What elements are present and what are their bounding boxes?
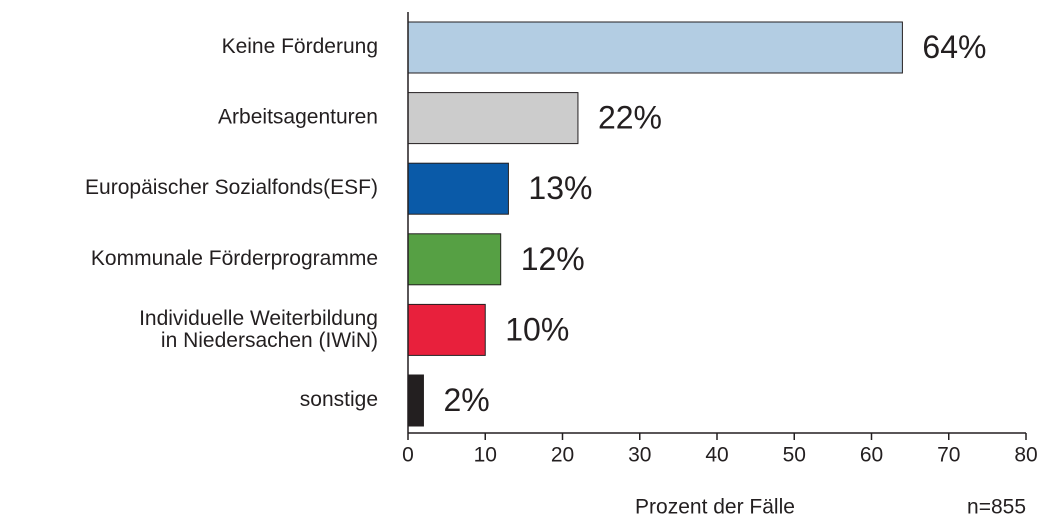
note: n=855 [967, 496, 1026, 517]
bar [407, 374, 424, 427]
x-tick-label: 70 [937, 444, 960, 467]
x-tick-label: 10 [474, 444, 497, 467]
value-label: 22% [598, 100, 662, 136]
bar [407, 21, 903, 74]
value-label: 12% [521, 241, 585, 277]
bar [407, 92, 579, 145]
category-label: Arbeitsagenturen [218, 106, 378, 129]
value-label: 13% [528, 170, 592, 206]
value-label: 10% [505, 311, 569, 347]
bar [407, 303, 486, 356]
category-label: Keine Förderung [222, 35, 378, 58]
category-label: Kommunale Förderprogramme [91, 247, 378, 270]
value-label: 64% [922, 29, 986, 65]
x-tick-label: 50 [783, 444, 806, 467]
x-tick-label: 20 [551, 444, 574, 467]
value-label: 2% [443, 382, 489, 418]
x-tick-label: 40 [705, 444, 728, 467]
x-tick-label: 80 [1014, 444, 1037, 467]
bar [407, 162, 509, 215]
x-axis-label: Prozent der Fälle [635, 496, 795, 517]
bar [407, 233, 502, 286]
x-tick-label: 0 [402, 444, 414, 467]
x-tick-label: 30 [628, 444, 651, 467]
category-label: Individuelle Weiterbildung in Niedersache… [139, 306, 378, 351]
category-label: sonstige [300, 388, 378, 411]
x-tick-label: 60 [860, 444, 883, 467]
category-label: Europäischer Sozialfonds(ESF) [85, 176, 378, 199]
